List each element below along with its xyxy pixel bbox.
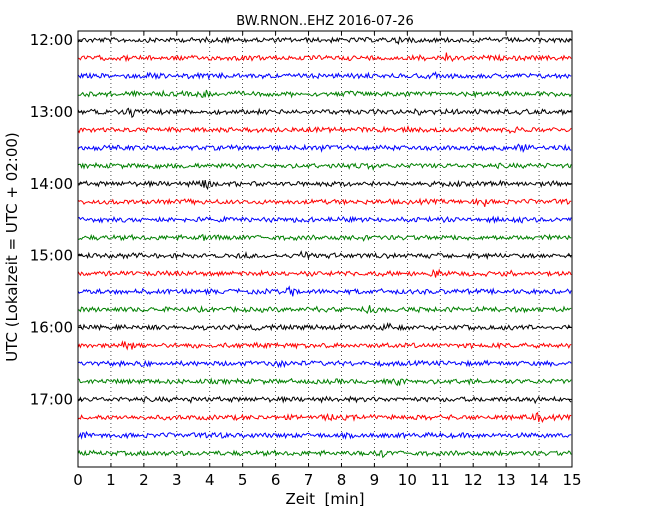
- x-tick-label: 15: [562, 471, 581, 489]
- trace-line: [77, 143, 572, 153]
- trace-line: [77, 125, 572, 134]
- x-tick-label: 12: [464, 471, 483, 489]
- y-tick-label: 16:00: [30, 319, 73, 337]
- x-tick-label: 3: [172, 471, 182, 489]
- trace-line: [77, 89, 572, 99]
- trace-line: [77, 233, 572, 242]
- y-axis-ticks: 12:00 13:00 14:00 15:00 16:00 17:00: [30, 31, 572, 408]
- x-axis-title: Zeit [min]: [285, 490, 364, 508]
- plot-frame: [77, 30, 573, 468]
- x-tick-label: 6: [271, 471, 281, 489]
- y-tick-label: 15:00: [30, 247, 73, 265]
- trace-line: [77, 340, 572, 351]
- x-tick-label: 8: [337, 471, 347, 489]
- trace-line: [77, 377, 572, 387]
- trace-line: [77, 70, 572, 81]
- x-tick-label: 14: [530, 471, 549, 489]
- trace-line: [77, 197, 572, 207]
- trace-series-group: [77, 36, 572, 459]
- trace-line: [77, 268, 572, 278]
- x-tick-label: 11: [431, 471, 450, 489]
- trace-line: [77, 395, 572, 405]
- x-axis-ticks: 0 1 2 3 4 5 6 7 8 9 10 11 12 13 14 15: [73, 31, 582, 489]
- trace-line: [77, 179, 572, 191]
- trace-line: [77, 250, 572, 261]
- x-grid-lines: [110, 31, 540, 467]
- trace-line: [77, 107, 572, 119]
- x-tick-label: 10: [398, 471, 417, 489]
- trace-line: [77, 412, 572, 424]
- trace-line: [77, 449, 572, 459]
- x-tick-label: 1: [106, 471, 116, 489]
- trace-line: [77, 322, 572, 332]
- trace-line: [77, 36, 572, 45]
- trace-line: [77, 430, 572, 440]
- y-tick-label: 14:00: [30, 175, 73, 193]
- trace-line: [77, 285, 572, 297]
- trace-line: [77, 161, 572, 172]
- trace-line: [77, 359, 572, 369]
- y-tick-label: 17:00: [30, 390, 73, 408]
- trace-line: [77, 52, 572, 63]
- x-tick-label: 9: [370, 471, 380, 489]
- x-tick-label: 7: [304, 471, 314, 489]
- x-tick-label: 2: [139, 471, 149, 489]
- chart-title: BW.RNON..EHZ 2016-07-26: [236, 14, 414, 29]
- y-tick-label: 12:00: [30, 31, 73, 49]
- y-axis-title: UTC (Lokalzeit = UTC + 02:00): [3, 132, 21, 362]
- trace-line: [77, 304, 572, 315]
- trace-line: [77, 215, 572, 225]
- x-tick-label: 4: [205, 471, 215, 489]
- x-tick-label: 13: [497, 471, 516, 489]
- y-tick-label: 13:00: [30, 103, 73, 121]
- x-tick-label: 5: [238, 471, 248, 489]
- x-tick-label: 0: [73, 471, 83, 489]
